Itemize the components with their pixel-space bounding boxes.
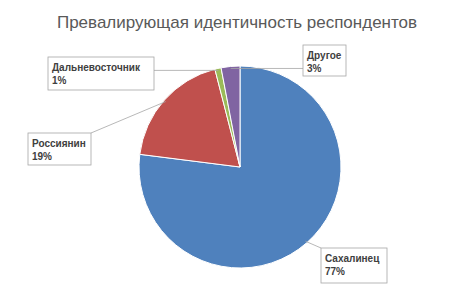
label-box — [303, 45, 346, 76]
label-category: Другое — [307, 50, 342, 61]
label-value: 1% — [52, 75, 67, 86]
leader-line — [305, 241, 321, 248]
label-category: Россиянин — [32, 138, 86, 149]
label-box — [28, 133, 91, 165]
label-value: 77% — [325, 266, 345, 277]
label-box — [321, 248, 387, 283]
slices — [139, 66, 341, 268]
label-value: 3% — [307, 63, 322, 74]
pie-chart: Превалирующая идентичность респондентов С… — [0, 0, 475, 298]
data-labels: Сахалинец 77% Россиянин 19% Дальневосточник 1… — [28, 45, 387, 283]
label-value: 19% — [32, 151, 52, 162]
pie-slice — [139, 66, 341, 268]
leader-line — [231, 68, 303, 69]
label-category: Сахалинец — [325, 253, 380, 264]
pie-slice — [221, 66, 240, 167]
leader-line — [154, 70, 218, 71]
chart-title: Превалирующая идентичность респондентов — [57, 13, 417, 32]
label-box — [48, 57, 154, 90]
label-category: Дальневосточник — [52, 62, 141, 73]
chart-container: Превалирующая идентичность респондентов С… — [0, 0, 475, 298]
leader-line — [91, 102, 166, 133]
